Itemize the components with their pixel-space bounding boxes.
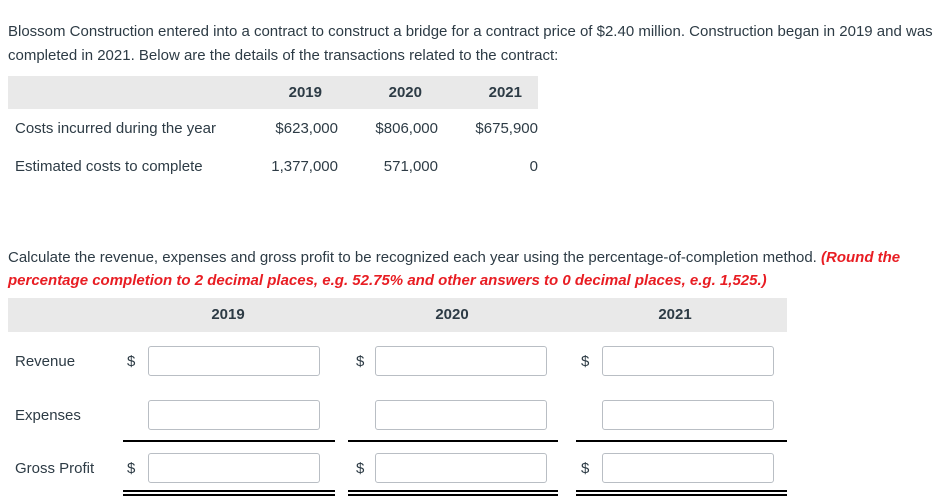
dollar-sign: $ xyxy=(127,353,136,370)
cost-table-header-2019: 2019 xyxy=(288,84,322,101)
subtotal-rule-2019 xyxy=(123,440,335,442)
instruction-main-text: Calculate the revenue, expenses and gros… xyxy=(8,249,821,266)
costs-incurred-2019-value: $623,000 xyxy=(275,119,338,137)
total-double-rule-2020 xyxy=(348,490,558,496)
instruction-text: Calculate the revenue, expenses and gros… xyxy=(8,246,940,292)
dollar-sign: $ xyxy=(581,353,590,370)
revenue-2019-input[interactable] xyxy=(148,346,320,376)
estimated-costs-2020-value: 571,000 xyxy=(383,157,438,175)
answer-header-2021: 2021 xyxy=(658,306,692,323)
answer-table-header-row: 2019 2020 2021 xyxy=(8,298,787,332)
dollar-sign: $ xyxy=(356,353,365,370)
problem-intro-text: Blossom Construction entered into a cont… xyxy=(8,23,933,64)
estimated-costs-2021-value: 0 xyxy=(529,157,538,175)
expenses-row-label: Expenses xyxy=(15,407,81,424)
total-double-rule-2021 xyxy=(576,490,787,496)
total-double-rule-2019 xyxy=(123,490,335,496)
dollar-sign: $ xyxy=(127,460,136,477)
gross-profit-2021-input[interactable] xyxy=(602,453,774,483)
costs-incurred-2020-value: $806,000 xyxy=(375,119,438,137)
revenue-2020-input[interactable] xyxy=(375,346,547,376)
expenses-2021-input[interactable] xyxy=(602,400,774,430)
cost-table-header-row: 2019 2020 2021 xyxy=(8,76,538,109)
revenue-row-label: Revenue xyxy=(15,353,76,370)
cost-table-header-2020: 2020 xyxy=(388,84,422,101)
expenses-2020-input[interactable] xyxy=(375,400,547,430)
gross-profit-2020-input[interactable] xyxy=(375,453,547,483)
cost-table-header-2021: 2021 xyxy=(488,84,522,101)
answer-header-2019: 2019 xyxy=(211,306,245,323)
costs-incurred-label: Costs incurred during the year xyxy=(15,119,216,137)
subtotal-rule-2020 xyxy=(348,440,558,442)
table-row: Estimated costs to complete 1,377,000 57… xyxy=(8,147,544,185)
subtotal-rule-2021 xyxy=(576,440,787,442)
rounding-note-text: (Round the percentage completion to 2 de… xyxy=(8,249,901,289)
dollar-sign: $ xyxy=(581,460,590,477)
cost-data-table: 2019 2020 2021 Costs incurred during the… xyxy=(8,76,544,185)
estimated-costs-2019-value: 1,377,000 xyxy=(271,157,338,175)
dollar-sign: $ xyxy=(356,460,365,477)
table-row: Costs incurred during the year $623,000 … xyxy=(8,109,544,147)
costs-incurred-2021-value: $675,900 xyxy=(475,119,538,137)
estimated-costs-label: Estimated costs to complete xyxy=(15,157,203,175)
gross-profit-row-label: Gross Profit xyxy=(15,460,95,477)
revenue-2021-input[interactable] xyxy=(602,346,774,376)
expenses-2019-input[interactable] xyxy=(148,400,320,430)
answer-header-2020: 2020 xyxy=(435,306,469,323)
gross-profit-2019-input[interactable] xyxy=(148,453,320,483)
